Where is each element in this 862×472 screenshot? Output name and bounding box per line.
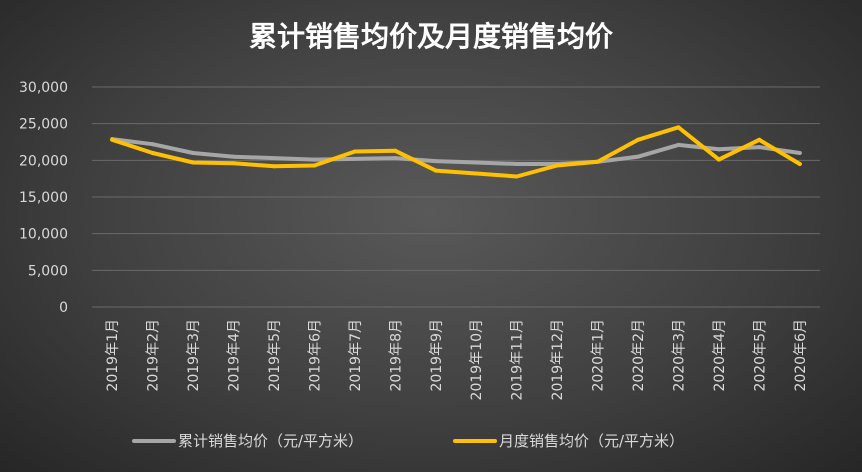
data-point [352, 156, 357, 161]
x-tick-label: 2019年1月 [105, 319, 121, 392]
y-axis: 0 5,000 10,000 15,000 20,000 25,000 30,000 [19, 80, 68, 316]
x-tick-label: 2020年5月 [752, 319, 768, 392]
data-point [191, 160, 196, 165]
y-tick-label: 15,000 [19, 190, 68, 206]
data-point [231, 154, 236, 159]
data-point [474, 160, 479, 165]
data-point [393, 156, 398, 161]
chart-title: 累计销售均价及月度销售均价 [249, 20, 614, 53]
x-axis: 2019年1月 2019年2月 2019年3月 2019年4月 2019年5月 2019年… [105, 319, 809, 400]
data-point [191, 151, 196, 155]
data-point [352, 149, 357, 154]
series-line-1 [110, 137, 802, 166]
data-point [636, 154, 640, 159]
data-point [312, 157, 317, 162]
y-tick-label: 30,000 [19, 80, 68, 96]
data-point [757, 145, 762, 150]
data-point [797, 162, 802, 166]
data-point [676, 125, 681, 130]
x-tick-label: 2020年2月 [631, 319, 647, 392]
data-point [272, 164, 276, 169]
x-tick-label: 2019年11月 [510, 319, 526, 400]
data-point [150, 151, 155, 155]
data-point [595, 159, 600, 164]
y-tick-label: 20,000 [19, 153, 68, 169]
y-tick-label: 25,000 [19, 117, 68, 133]
x-tick-label: 2019年5月 [267, 319, 283, 392]
data-point [312, 163, 317, 168]
data-point [636, 137, 640, 142]
x-tick-label: 2019年10月 [469, 319, 485, 400]
data-point [797, 151, 802, 155]
data-point [150, 142, 155, 147]
data-point [716, 157, 721, 162]
data-point [231, 161, 236, 166]
legend-label: 月度销售均价（元/平方米） [499, 432, 684, 450]
data-point [433, 159, 438, 164]
data-point [474, 171, 479, 176]
x-tick-label: 2019年9月 [429, 319, 445, 392]
x-tick-label: 2020年4月 [712, 319, 728, 392]
x-tick-label: 2019年8月 [388, 319, 404, 392]
data-point [757, 137, 762, 142]
x-tick-label: 2019年7月 [348, 319, 364, 392]
series-lines [110, 125, 802, 179]
y-tick-label: 5,000 [28, 263, 68, 279]
data-point [433, 168, 438, 173]
data-point [676, 142, 681, 147]
x-tick-label: 2019年12月 [550, 319, 566, 400]
x-tick-label: 2019年3月 [186, 319, 202, 392]
data-point [514, 162, 519, 166]
x-tick-label: 2020年1月 [591, 319, 607, 392]
data-point [110, 137, 115, 142]
x-tick-label: 2019年6月 [307, 319, 323, 392]
y-tick-label: 0 [59, 300, 68, 316]
x-tick-label: 2020年3月 [671, 319, 687, 392]
x-tick-label: 2020年6月 [793, 319, 809, 392]
x-tick-label: 2019年4月 [227, 319, 243, 392]
series-line-2 [110, 125, 802, 179]
data-point [514, 174, 519, 179]
data-point [393, 148, 398, 153]
x-tick-label: 2019年2月 [146, 319, 162, 392]
data-point [272, 156, 276, 161]
data-point [555, 163, 560, 168]
legend-label: 累计销售均价（元/平方米） [178, 432, 363, 450]
gridlines [92, 86, 820, 308]
data-point [716, 147, 721, 152]
legend: 累计销售均价（元/平方米） 月度销售均价（元/平方米） [132, 432, 684, 450]
y-tick-label: 10,000 [19, 227, 68, 243]
